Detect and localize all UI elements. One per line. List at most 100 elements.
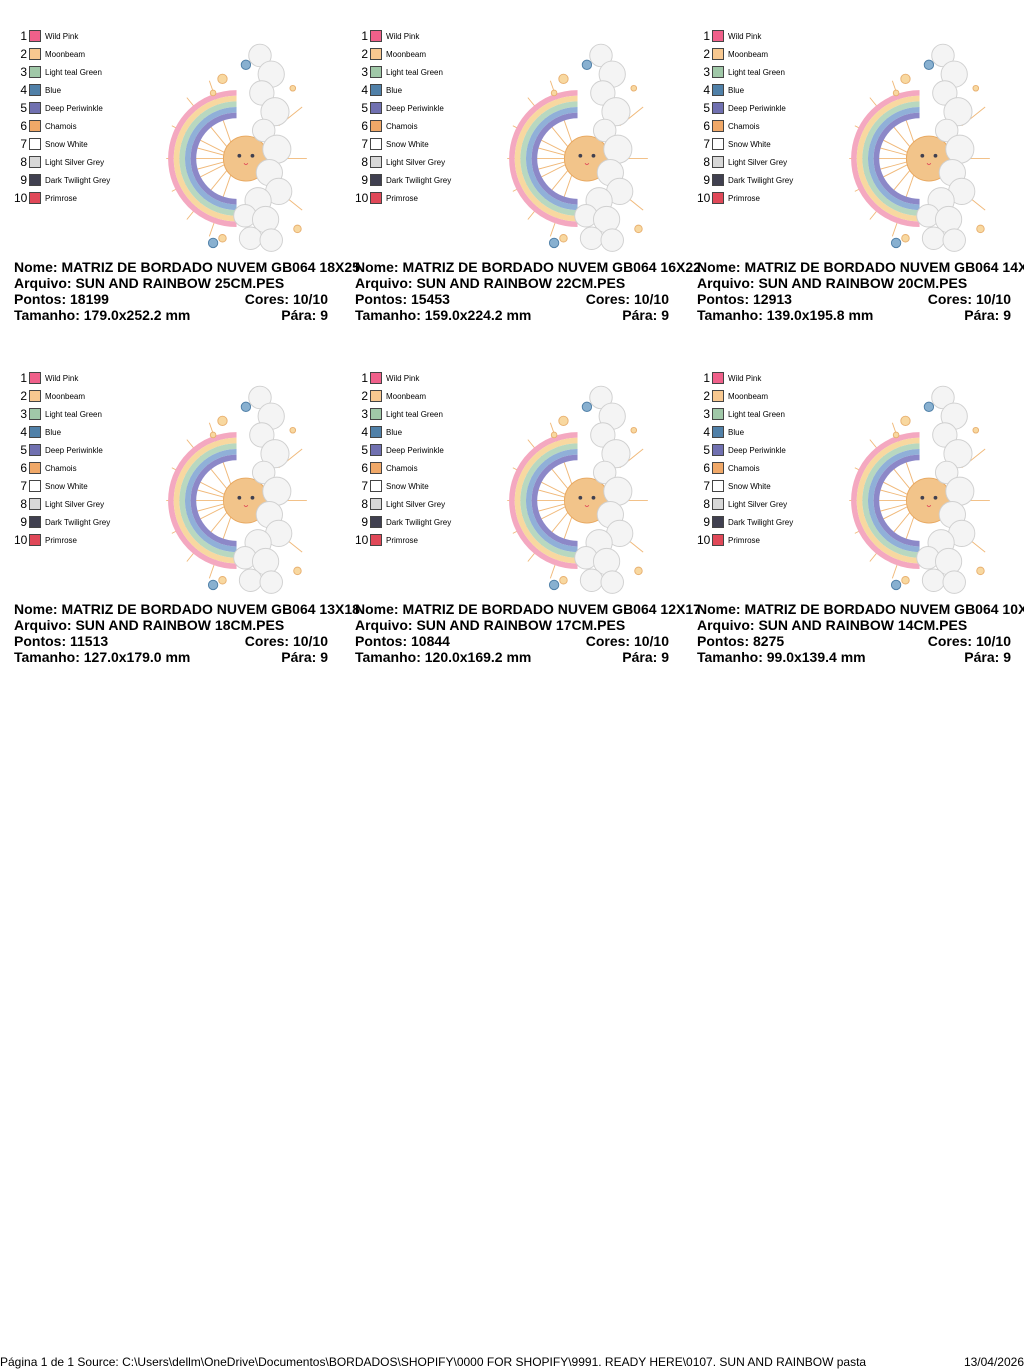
thread-row: 3 Light teal Green [355,63,443,81]
thread-row: 4 Blue [14,423,61,441]
thread-name: Wild Pink [728,373,762,383]
thread-swatch [370,480,382,492]
thread-number: 3 [703,407,710,421]
thread-row: 9 Dark Twilight Grey [14,171,110,189]
info-arquivo: Arquivo: SUN AND RAINBOW 22CM.PES [355,275,626,291]
thread-swatch [370,516,382,528]
info-arquivo: Arquivo: SUN AND RAINBOW 17CM.PES [355,617,626,633]
thread-number: 8 [361,155,368,169]
thread-row: 1 Wild Pink [697,27,761,45]
design-preview [142,32,317,257]
thread-row: 4 Blue [697,423,744,441]
thread-number: 4 [361,425,368,439]
thread-name: Light Silver Grey [386,499,446,509]
thread-name: Deep Periwinkle [45,103,103,113]
thread-row: 7 Snow White [697,477,771,495]
thread-name: Dark Twilight Grey [45,175,111,185]
thread-number: 6 [361,461,368,475]
thread-name: Primrose [386,193,419,203]
thread-name: Light teal Green [728,67,785,77]
thread-number: 5 [703,443,710,457]
thread-row: 8 Light Silver Grey [697,495,787,513]
thread-name: Deep Periwinkle [386,445,444,455]
thread-name: Light teal Green [45,409,102,419]
thread-swatch [370,84,382,96]
thread-number: 6 [703,119,710,133]
info-nome: Nome: MATRIZ DE BORDADO NUVEM GB064 12X1… [355,601,701,617]
thread-row: 5 Deep Periwinkle [355,99,444,117]
thread-swatch [29,390,41,402]
info-nome: Nome: MATRIZ DE BORDADO NUVEM GB064 14X2… [697,259,1024,275]
info-nome: Nome: MATRIZ DE BORDADO NUVEM GB064 18X2… [14,259,360,275]
thread-row: 1 Wild Pink [355,369,419,387]
thread-swatch [370,30,382,42]
thread-name: Light teal Green [386,409,443,419]
thread-name: Wild Pink [386,31,420,41]
thread-row: 4 Blue [355,423,402,441]
info-para: Pára: 9 [622,649,669,665]
info-tamanho: Tamanho: 159.0x224.2 mm [355,307,532,323]
info-tamanho: Tamanho: 120.0x169.2 mm [355,649,532,665]
thread-number: 1 [361,371,368,385]
thread-row: 1 Wild Pink [697,369,761,387]
thread-row: 3 Light teal Green [14,63,102,81]
thread-number: 6 [20,461,27,475]
info-cores: Cores: 10/10 [244,633,328,649]
thread-number: 7 [20,137,27,151]
thread-number: 2 [20,47,27,61]
thread-swatch [712,174,724,186]
thread-name: Dark Twilight Grey [728,517,794,527]
thread-row: 9 Dark Twilight Grey [14,513,110,531]
thread-name: Chamois [45,121,77,131]
thread-swatch [370,48,382,60]
thread-swatch [370,66,382,78]
thread-name: Blue [386,427,403,437]
thread-name: Moonbeam [45,391,86,401]
info-cores: Cores: 10/10 [244,291,328,307]
thread-swatch [29,480,41,492]
info-arquivo: Arquivo: SUN AND RAINBOW 25CM.PES [14,275,285,291]
thread-number: 3 [20,407,27,421]
thread-row: 9 Dark Twilight Grey [355,171,451,189]
thread-row: 3 Light teal Green [697,63,785,81]
info-cores: Cores: 10/10 [927,291,1011,307]
thread-swatch [370,408,382,420]
thread-swatch [29,48,41,60]
thread-number: 8 [361,497,368,511]
embroidery-card: 1 Wild Pink 2 Moonbeam 3 Light teal Green 4 Blu… [697,27,1024,369]
thread-name: Dark Twilight Grey [386,175,452,185]
thread-number: 2 [361,389,368,403]
thread-swatch [712,138,724,150]
thread-row: 8 Light Silver Grey [697,153,787,171]
design-preview [142,374,317,599]
thread-number: 10 [355,533,369,547]
thread-swatch [29,426,41,438]
thread-row: 2 Moonbeam [355,45,426,63]
thread-name: Light Silver Grey [728,157,788,167]
thread-number: 4 [703,83,710,97]
thread-swatch [712,516,724,528]
thread-swatch [29,84,41,96]
thread-number: 5 [703,101,710,115]
thread-row: 10 Primrose [355,531,418,549]
thread-number: 6 [703,461,710,475]
thread-row: 6 Chamois [14,117,77,135]
thread-name: Deep Periwinkle [386,103,444,113]
thread-row: 6 Chamois [355,459,417,477]
thread-number: 9 [361,515,368,529]
thread-name: Snow White [728,481,771,491]
thread-row: 6 Chamois [697,459,759,477]
thread-row: 6 Chamois [355,117,417,135]
thread-number: 7 [361,479,368,493]
thread-name: Primrose [45,535,78,545]
info-tamanho: Tamanho: 127.0x179.0 mm [14,649,191,665]
thread-name: Moonbeam [45,49,86,59]
thread-number: 10 [14,191,28,205]
thread-swatch [29,444,41,456]
thread-swatch [370,138,382,150]
info-cores: Cores: 10/10 [585,633,669,649]
thread-number: 2 [361,47,368,61]
thread-number: 8 [20,155,27,169]
info-pontos: Pontos: 10844 [355,633,450,649]
thread-swatch [712,480,724,492]
